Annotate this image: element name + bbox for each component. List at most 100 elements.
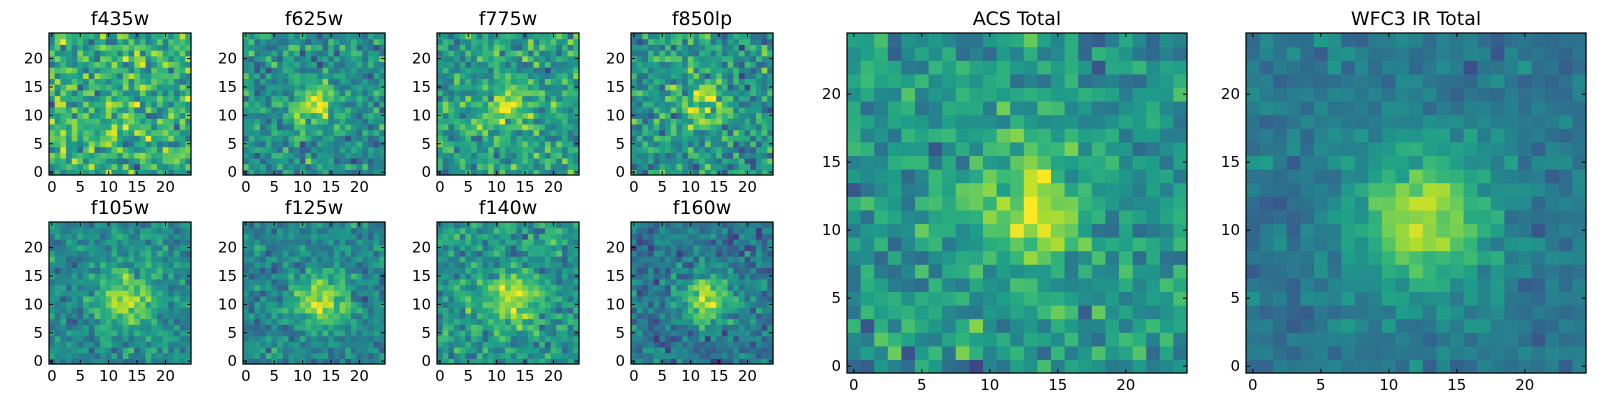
heatmap-cell	[556, 112, 563, 119]
y-tick-label: 15	[412, 78, 431, 96]
heatmap-cell	[476, 335, 484, 342]
heatmap-cell	[744, 61, 751, 68]
heatmap-cell	[482, 84, 489, 91]
heatmap-cell	[305, 341, 312, 348]
heatmap-cell	[567, 352, 574, 359]
heatmap-cell	[744, 89, 751, 97]
heatmap-cell	[88, 169, 96, 176]
heatmap-cell	[442, 324, 449, 331]
heatmap-cell	[60, 301, 67, 308]
heatmap-cell	[333, 239, 341, 246]
heatmap-cell	[733, 78, 740, 85]
panel-title: f105w	[91, 197, 150, 219]
heatmap-cell	[750, 101, 757, 108]
heatmap-cell	[699, 307, 706, 314]
heatmap-cell	[100, 341, 107, 348]
heatmap-cell	[356, 250, 363, 257]
heatmap-cell	[493, 278, 501, 286]
heatmap-cell	[471, 123, 478, 131]
heatmap-cell	[282, 95, 290, 102]
heatmap-cell	[362, 324, 369, 331]
heatmap-cell	[100, 78, 107, 85]
heatmap-cell	[328, 273, 335, 280]
heatmap-cell	[738, 72, 746, 80]
heatmap-cell	[294, 72, 301, 80]
heatmap-cell	[379, 250, 386, 257]
heatmap-cell	[437, 146, 444, 153]
heatmap-cell	[567, 301, 574, 308]
heatmap-cell	[88, 256, 96, 263]
heatmap-cell	[516, 106, 523, 114]
heatmap-cell	[288, 95, 295, 102]
heatmap-cell	[356, 233, 363, 240]
heatmap-cell	[659, 44, 666, 51]
heatmap-cell	[642, 72, 649, 80]
heatmap-cell	[328, 118, 335, 125]
heatmap-cell	[561, 55, 569, 62]
heatmap-cell	[710, 140, 717, 148]
heatmap-cell	[339, 78, 346, 85]
heatmap-cell	[139, 135, 147, 142]
heatmap-cell	[648, 84, 655, 91]
heatmap-cell	[362, 222, 369, 229]
heatmap-cell	[333, 169, 341, 176]
heatmap-cell	[482, 101, 489, 108]
heatmap-cell	[533, 278, 540, 286]
heatmap-cell	[145, 101, 152, 108]
heatmap-cell	[550, 55, 557, 62]
heatmap-cell	[168, 72, 175, 80]
heatmap-cell	[687, 278, 695, 286]
heatmap-cell	[305, 152, 312, 159]
heatmap-cell	[173, 157, 181, 165]
heatmap-cell	[311, 89, 318, 97]
heatmap-cell	[282, 38, 290, 45]
heatmap-cell	[356, 78, 363, 85]
heatmap-cell	[539, 301, 546, 308]
heatmap-cell	[254, 284, 261, 291]
heatmap-cell	[516, 233, 523, 240]
heatmap-cell	[367, 146, 375, 153]
heatmap-cell	[339, 250, 346, 257]
heatmap-cell	[145, 112, 152, 119]
heatmap-cell	[288, 256, 295, 263]
heatmap-cell	[516, 318, 523, 325]
heatmap-cell	[122, 101, 130, 108]
heatmap-cell	[699, 335, 706, 342]
heatmap-cell	[544, 318, 552, 325]
heatmap-cell	[88, 267, 96, 274]
heatmap-cell	[448, 250, 455, 257]
heatmap-cell	[493, 233, 501, 240]
heatmap-cell	[83, 250, 90, 257]
x-tick-label: 5	[269, 367, 279, 385]
heatmap-cell	[505, 233, 512, 240]
heatmap-cell	[139, 244, 147, 251]
heatmap-cell	[471, 329, 478, 337]
heatmap-cell	[265, 129, 272, 136]
heatmap-cell	[134, 324, 141, 331]
heatmap-cell	[670, 324, 678, 331]
heatmap-cell	[442, 163, 449, 170]
heatmap-cell	[100, 244, 107, 251]
heatmap-cell	[54, 273, 61, 280]
heatmap-cell	[83, 256, 90, 263]
heatmap-cell	[533, 295, 540, 303]
heatmap-cell	[648, 129, 655, 136]
heatmap-cell	[442, 346, 449, 354]
heatmap-cell	[88, 295, 96, 303]
heatmap-cell	[379, 318, 386, 325]
heatmap-cell	[482, 284, 489, 291]
heatmap-cell	[345, 307, 352, 314]
heatmap-cell	[636, 140, 643, 148]
heatmap-cell	[437, 312, 444, 320]
heatmap-cell	[755, 140, 763, 148]
heatmap-cell	[499, 89, 506, 97]
heatmap-cell	[682, 33, 689, 40]
heatmap-cell	[156, 84, 164, 91]
heatmap-cell	[744, 140, 751, 148]
heatmap-cell	[328, 295, 335, 303]
heatmap-cell	[60, 38, 67, 45]
heatmap-cell	[693, 135, 700, 142]
heatmap-cell	[459, 84, 466, 91]
heatmap-cell	[527, 307, 535, 314]
heatmap-cell	[105, 157, 113, 165]
